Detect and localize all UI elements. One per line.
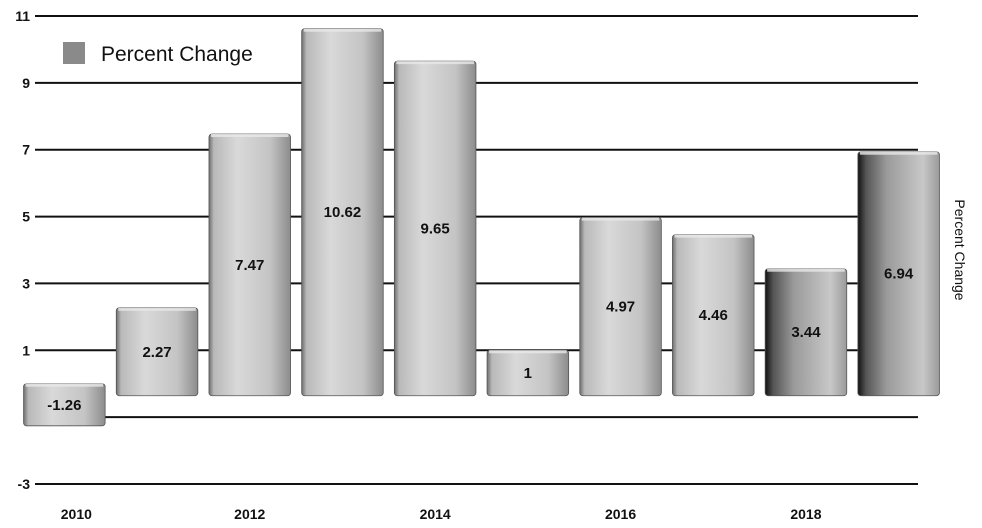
x-tick-label: 2016 bbox=[605, 506, 636, 522]
bar-highlight bbox=[118, 307, 196, 311]
data-label: 3.44 bbox=[791, 324, 821, 341]
legend-label: Percent Change bbox=[101, 43, 253, 66]
y-tick-label: -3 bbox=[18, 476, 31, 492]
data-label: 4.46 bbox=[699, 307, 728, 324]
y-axis-label: Percent Change bbox=[952, 199, 968, 300]
legend: Percent Change bbox=[63, 42, 253, 66]
x-axis-ticks: 2010 2012 2014 2016 2018 bbox=[61, 506, 822, 522]
y-axis-ticks: -3 1 3 5 7 9 11 bbox=[15, 8, 30, 492]
bar-highlight bbox=[25, 383, 104, 387]
gridlines bbox=[35, 15, 918, 485]
y-tick-label: 9 bbox=[22, 75, 30, 91]
x-tick-label: 2012 bbox=[234, 506, 265, 522]
y-tick-label: 1 bbox=[22, 342, 30, 358]
bar-highlight bbox=[303, 28, 382, 32]
data-label: 10.62 bbox=[324, 204, 362, 221]
data-label: 9.65 bbox=[421, 220, 450, 237]
y-tick-label: 3 bbox=[22, 275, 30, 291]
y-tick-label: 11 bbox=[15, 8, 30, 24]
bars bbox=[23, 28, 940, 427]
bar-highlight bbox=[859, 151, 938, 155]
bar-highlight bbox=[581, 217, 660, 221]
data-label: 4.97 bbox=[606, 299, 635, 316]
bar-highlight bbox=[489, 350, 567, 354]
data-label: 7.47 bbox=[235, 257, 264, 274]
data-label: 2.27 bbox=[142, 344, 171, 361]
legend-swatch bbox=[63, 42, 85, 64]
x-tick-label: 2018 bbox=[790, 506, 821, 522]
data-label: 6.94 bbox=[884, 266, 914, 283]
bar-highlight bbox=[767, 268, 845, 272]
bar-highlight bbox=[210, 134, 289, 138]
bar-highlight bbox=[396, 61, 474, 65]
data-label: 1 bbox=[524, 365, 532, 382]
y-tick-label: 5 bbox=[22, 209, 30, 225]
y-tick-label: 7 bbox=[22, 142, 30, 158]
x-tick-label: 2014 bbox=[420, 506, 451, 522]
data-labels: -1.26 2.27 7.47 10.62 9.65 1 4.97 4.46 3.44 6.94 bbox=[47, 204, 914, 414]
bar-highlight bbox=[674, 234, 753, 238]
data-label: -1.26 bbox=[47, 397, 81, 414]
x-tick-label: 2010 bbox=[61, 506, 92, 522]
